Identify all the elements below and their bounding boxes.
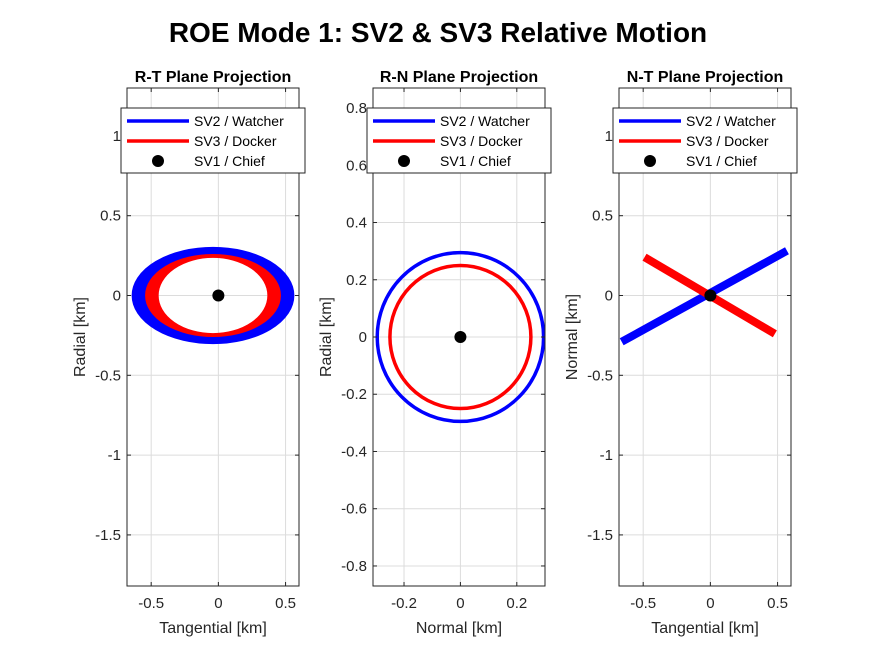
series-sv1-chief bbox=[212, 289, 225, 302]
y-tick-label: -0.2 bbox=[341, 386, 367, 403]
y-tick-label: 0.4 bbox=[346, 215, 367, 232]
legend-label: SV1 / Chief bbox=[194, 153, 265, 169]
x-axis-label: Tangential [km] bbox=[159, 620, 267, 637]
legend-label: SV2 / Watcher bbox=[686, 113, 776, 129]
y-tick-label: 1 bbox=[605, 128, 613, 145]
x-tick-label: 0.5 bbox=[275, 595, 296, 612]
y-tick-label: 0.2 bbox=[346, 272, 367, 289]
y-tick-label: -1.5 bbox=[95, 527, 121, 544]
subplot-title: N-T Plane Projection bbox=[627, 69, 783, 86]
subplot-2: -0.2 0 0.2 -0.8 -0.6 -0.4 -0.2 0 0.2 0.4 0.6 0.8 R-N… bbox=[318, 69, 552, 637]
y-tick-label: -0.6 bbox=[341, 501, 367, 518]
legend-label: SV1 / Chief bbox=[440, 153, 511, 169]
y-tick-label: -0.5 bbox=[587, 367, 613, 384]
y-tick-label: -0.8 bbox=[341, 558, 367, 575]
subplot-3: -0.5 0 0.5 -1.5 -1 -0.5 0 0.5 1 N-T Plane Project… bbox=[564, 69, 798, 637]
y-tick-label: 0.5 bbox=[592, 208, 613, 225]
subplot-title: R-T Plane Projection bbox=[135, 69, 291, 86]
y-tick-label: 0 bbox=[605, 288, 613, 305]
x-tick-label: -0.5 bbox=[630, 595, 656, 612]
series-sv1-chief bbox=[704, 289, 717, 302]
y-tick-label: 0 bbox=[113, 288, 121, 305]
legend-swatch-dot bbox=[644, 155, 656, 167]
figure-title: ROE Mode 1: SV2 & SV3 Relative Motion bbox=[169, 17, 707, 48]
legend-box bbox=[366, 107, 552, 174]
x-tick-label: 0.5 bbox=[767, 595, 788, 612]
series-sv1-chief bbox=[454, 331, 467, 343]
x-tick-label: 0 bbox=[706, 595, 714, 612]
legend: SV2 / Watcher SV3 / Docker SV1 / Chief bbox=[366, 107, 552, 174]
legend-swatch-dot bbox=[152, 155, 164, 167]
y-axis-label: Normal [km] bbox=[564, 294, 581, 380]
legend-label: SV3 / Docker bbox=[686, 133, 769, 149]
y-tick-label: 1 bbox=[113, 128, 121, 145]
series-group bbox=[619, 247, 789, 346]
y-tick-label: -1.5 bbox=[587, 527, 613, 544]
x-tick-label: -0.2 bbox=[391, 595, 417, 612]
y-tick-label: 0.6 bbox=[346, 157, 367, 174]
y-axis-label: Radial [km] bbox=[72, 297, 89, 377]
y-axis-label: Radial [km] bbox=[318, 297, 335, 377]
subplots: -0.5 0 0.5 -1.5 -1 -0.5 0 0.5 1 R-T Plane Project… bbox=[72, 69, 798, 637]
legend: SV2 / Watcher SV3 / Docker SV1 / Chief bbox=[612, 107, 798, 174]
subplot-title: R-N Plane Projection bbox=[380, 69, 538, 86]
x-tick-label: -0.5 bbox=[138, 595, 164, 612]
legend-label: SV2 / Watcher bbox=[440, 113, 530, 129]
axes-frame bbox=[618, 87, 792, 587]
legend-label: SV3 / Docker bbox=[194, 133, 277, 149]
legend-label: SV3 / Docker bbox=[440, 133, 523, 149]
axes-frame bbox=[126, 87, 300, 587]
legend: SV2 / Watcher SV3 / Docker SV1 / Chief bbox=[120, 107, 306, 174]
series-sv3-docker bbox=[145, 254, 281, 337]
y-tick-label: -1 bbox=[108, 447, 121, 464]
legend-swatch-dot bbox=[398, 155, 410, 167]
legend-label: SV2 / Watcher bbox=[194, 113, 284, 129]
x-tick-label: 0.2 bbox=[506, 595, 527, 612]
legend-label: SV1 / Chief bbox=[686, 153, 757, 169]
x-axis-label: Normal [km] bbox=[416, 620, 502, 637]
x-axis-label: Tangential [km] bbox=[651, 620, 759, 637]
y-tick-label: 0.5 bbox=[100, 208, 121, 225]
x-tick-label: 0 bbox=[456, 595, 464, 612]
series-sv3-docker bbox=[388, 263, 533, 411]
y-tick-label: -0.5 bbox=[95, 367, 121, 384]
y-tick-label: 0.8 bbox=[346, 100, 367, 117]
x-tick-label: 0 bbox=[214, 595, 222, 612]
y-tick-label: 0 bbox=[359, 329, 367, 346]
y-tick-label: -1 bbox=[600, 447, 613, 464]
y-tick-label: -0.4 bbox=[341, 443, 367, 460]
subplot-1: -0.5 0 0.5 -1.5 -1 -0.5 0 0.5 1 R-T Plane Project… bbox=[72, 69, 306, 637]
series-group bbox=[131, 246, 295, 345]
